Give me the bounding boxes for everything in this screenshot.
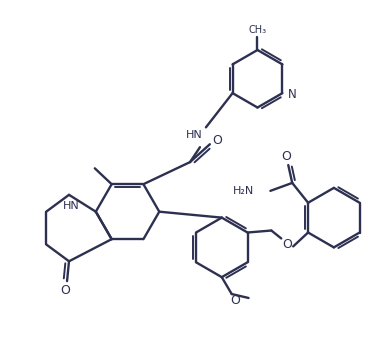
Text: O: O: [231, 294, 241, 307]
Text: O: O: [282, 238, 292, 251]
Text: HN: HN: [63, 201, 80, 211]
Text: HN: HN: [185, 130, 203, 140]
Text: O: O: [60, 284, 70, 297]
Text: H₂N: H₂N: [233, 186, 255, 196]
Text: O: O: [212, 134, 222, 147]
Text: N: N: [288, 88, 297, 101]
Text: CH₃: CH₃: [248, 25, 267, 35]
Text: O: O: [281, 150, 291, 162]
